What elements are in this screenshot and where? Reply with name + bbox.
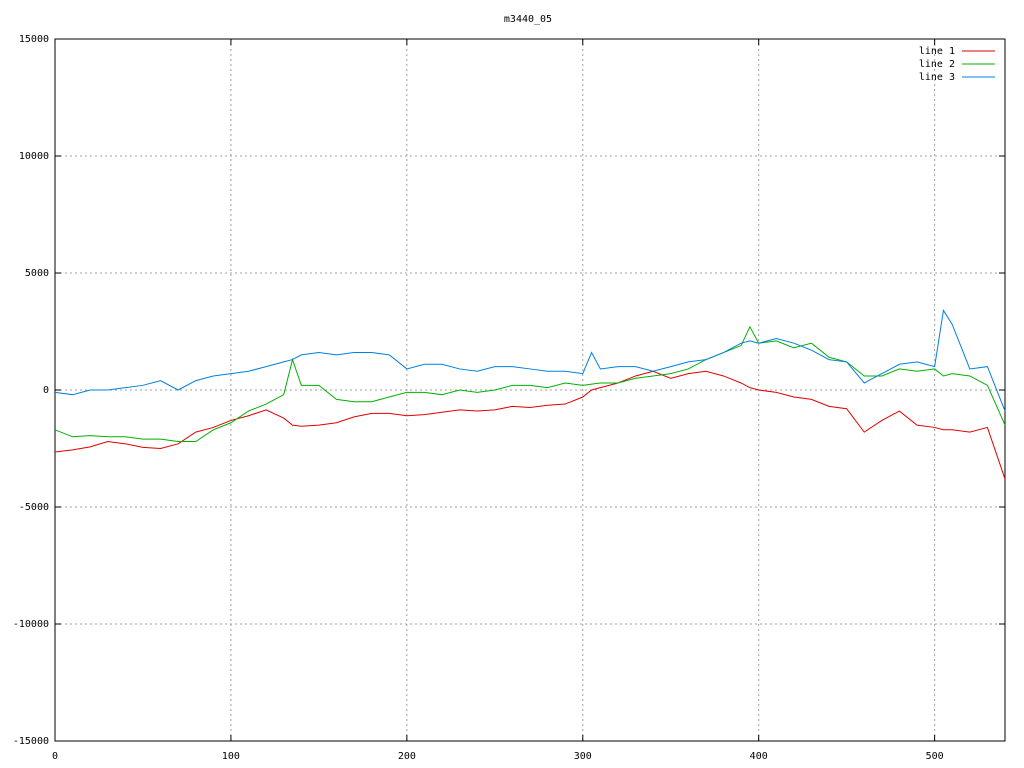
y-tick-label: 5000 [25,268,49,279]
y-tick-label: -10000 [13,619,49,630]
x-tick-label: 200 [398,751,416,762]
data-line [54,309,1006,412]
legend-label: line 3 [919,72,955,83]
y-tick-label: 15000 [19,34,49,45]
y-tick-label: 10000 [19,151,49,162]
x-tick-label: 400 [750,751,768,762]
legend-label: line 1 [919,46,955,57]
chart-title: m3440_05 [504,14,552,25]
x-tick-label: 500 [926,751,944,762]
x-tick-label: 0 [52,751,58,762]
y-tick-label: -15000 [13,736,49,747]
y-tick-label: 0 [43,385,49,396]
legend-label: line 2 [919,59,955,70]
data-line [54,325,1006,442]
y-tick-label: -5000 [19,502,49,513]
plot-frame [54,38,1006,742]
data-line [54,370,1006,480]
x-tick-label: 300 [574,751,592,762]
x-tick-label: 100 [222,751,240,762]
